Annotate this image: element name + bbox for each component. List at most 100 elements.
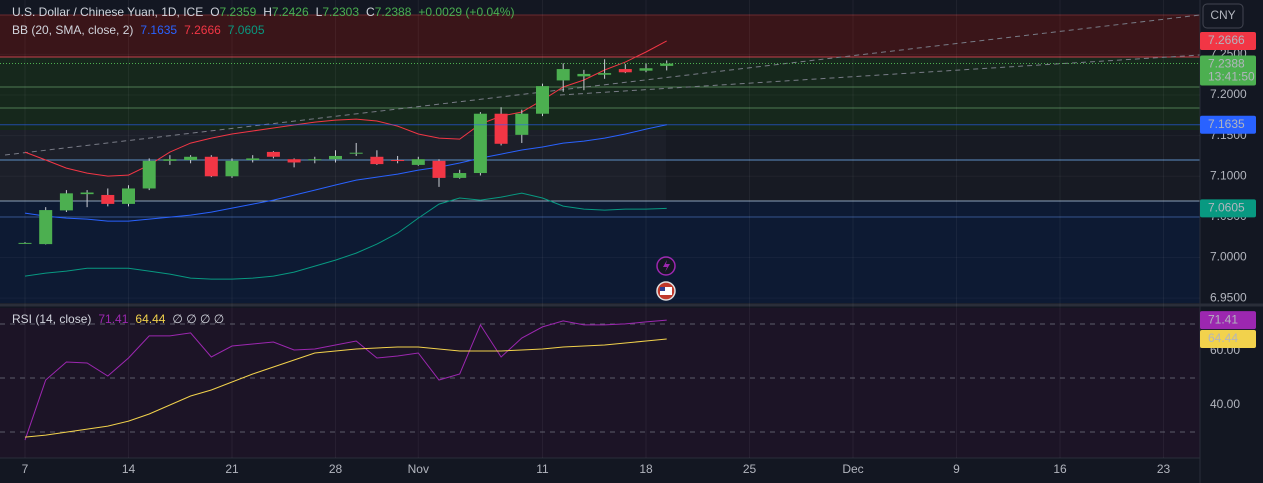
bb-line [24, 192, 667, 280]
event-icons[interactable] [656, 256, 676, 301]
candle-body [370, 156, 384, 165]
candle-body [80, 192, 94, 195]
rsi-pane [0, 308, 1200, 458]
bb-line [24, 40, 667, 177]
price-badge [1200, 115, 1256, 134]
price-badge-label: 71.41 [1208, 312, 1238, 326]
rsi-line [24, 319, 667, 441]
zone-blue [0, 201, 1200, 303]
price-badge-label: 7.1635 [1208, 117, 1245, 131]
zone-green [0, 57, 1200, 130]
price-badge [1200, 329, 1256, 348]
currency-button[interactable] [1202, 3, 1244, 29]
flag-icon [660, 287, 665, 291]
candle-body [391, 160, 405, 162]
trend-line [4, 14, 1201, 156]
candle-body [39, 210, 53, 245]
x-tick-label: 9 [953, 462, 960, 476]
x-tick-label: 28 [329, 462, 343, 476]
indicator-name: BB (20, SMA, close, 2) [12, 23, 133, 37]
price-change: +0.0029 (+0.04%) [418, 5, 514, 19]
zone-red [0, 15, 1200, 57]
ohlc-value: 7.2303 [322, 5, 359, 19]
y-tick-label: 7.1000 [1210, 168, 1247, 182]
indicator-legend: BB (20, SMA, close, 2) 7.1635 7.2666 7.0605 [12, 23, 265, 37]
price-badge [1200, 31, 1256, 50]
candle-body [18, 242, 32, 244]
x-tick-label: 23 [1157, 462, 1171, 476]
candle-body [639, 68, 653, 71]
x-tick-label: Nov [408, 462, 429, 476]
y-tick-label: 40.00 [1210, 397, 1240, 411]
x-tick-label: 21 [225, 462, 239, 476]
price-badge [1200, 311, 1256, 330]
chart-title: U.S. Dollar / Chinese Yuan, 1D, ICE [12, 5, 203, 19]
price-badge [1200, 199, 1256, 218]
bb-line [24, 124, 667, 222]
candle-body [473, 113, 487, 174]
ohlc-value: 7.2388 [375, 5, 412, 19]
price-badge-label: 7.2666 [1208, 33, 1245, 47]
y-tick-label: 7.2000 [1210, 87, 1247, 101]
candle-body [59, 193, 73, 211]
candle-body [308, 159, 322, 161]
x-tick-label: 18 [639, 462, 653, 476]
ohlc-label: L [316, 5, 323, 19]
candle-body [432, 160, 446, 178]
indicator-value: 7.0605 [228, 23, 265, 37]
candle-body [536, 86, 549, 114]
ohlc-label: C [366, 5, 375, 19]
x-tick-label: 11 [536, 462, 549, 476]
candle-body [287, 159, 301, 163]
candle-body [101, 194, 115, 204]
candle-body [556, 69, 570, 81]
event-icon-bolt [663, 260, 670, 272]
x-tick-label: Dec [842, 462, 863, 476]
rsi-value: 71.41 [98, 312, 128, 326]
candle-body [494, 113, 508, 144]
candle-body [349, 152, 363, 154]
ohlc-label: H [263, 5, 272, 19]
currency-label: CNY [1210, 8, 1235, 22]
candle-body [577, 73, 591, 77]
indicator-value: 7.2666 [184, 23, 221, 37]
x-tick-label: 14 [122, 462, 136, 476]
rsi-name: RSI (14, close) [12, 312, 91, 326]
rsi-extra: ∅ ∅ ∅ ∅ [172, 312, 224, 326]
ohlc-value: 7.2426 [272, 5, 309, 19]
candle-body [246, 158, 260, 161]
ohlc-value: 7.2359 [220, 5, 257, 19]
candle-body [163, 159, 177, 161]
rsi-value: 64.44 [135, 312, 165, 326]
candle-body [618, 69, 632, 73]
price-badge-label: 64.44 [1208, 331, 1238, 345]
candle-body [204, 156, 218, 177]
candle-body [184, 156, 198, 161]
candle-body [329, 155, 342, 160]
candle-body [266, 151, 280, 157]
flag-icon [660, 287, 672, 295]
y-tick-label: 7.0000 [1210, 250, 1247, 264]
chart-title-row: U.S. Dollar / Chinese Yuan, 1D, ICE O7.23… [12, 5, 514, 19]
candle-body [411, 159, 425, 165]
drawn-levels [0, 14, 1201, 218]
price-badge [1200, 55, 1256, 86]
x-tick-label: 7 [22, 462, 29, 476]
x-tick-label: 16 [1053, 462, 1067, 476]
zone-gray [0, 130, 666, 201]
candle-body [453, 173, 467, 178]
candle-body [660, 63, 674, 66]
countdown-label: 13:41:50 [1208, 70, 1255, 84]
ohlc-label: O [210, 5, 219, 19]
price-badge-label: 7.2388 [1208, 57, 1245, 71]
indicator-value: 7.1635 [140, 23, 177, 37]
zone-gray-right [666, 130, 1200, 201]
candle-body [225, 160, 239, 177]
trend-line [559, 54, 1201, 96]
candle-body [142, 160, 156, 189]
x-tick-label: 25 [743, 462, 757, 476]
candle-body [122, 188, 135, 204]
rsi-legend: RSI (14, close) 71.41 64.44 ∅ ∅ ∅ ∅ [12, 312, 224, 326]
y-tick-label: 6.9500 [1210, 290, 1247, 304]
